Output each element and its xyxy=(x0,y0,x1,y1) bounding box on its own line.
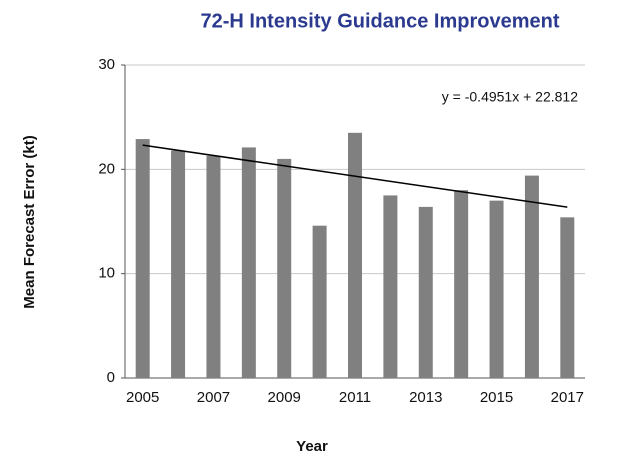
bar xyxy=(312,225,327,378)
bar xyxy=(383,195,398,378)
trendline-equation: y = -0.4951x + 22.812 xyxy=(442,89,578,105)
y-axis-label: Mean Forecast Error (kt) xyxy=(21,135,38,308)
x-tick-label: 2013 xyxy=(409,389,442,406)
bar xyxy=(524,175,539,378)
bar xyxy=(171,150,186,378)
x-tick-label: 2011 xyxy=(339,389,371,406)
x-tick-label: 2015 xyxy=(480,389,513,406)
x-tick-label: 2007 xyxy=(197,389,230,406)
chart-title: 72-H Intensity Guidance Improvement xyxy=(201,10,560,32)
bar xyxy=(277,158,292,378)
x-axis-label: Year xyxy=(296,438,328,455)
x-tick-label: 2009 xyxy=(268,389,301,406)
bar xyxy=(418,206,433,378)
y-tick-label: 30 xyxy=(98,56,115,73)
trendline xyxy=(142,144,568,208)
bar xyxy=(206,155,221,378)
bar xyxy=(560,217,575,378)
bar xyxy=(348,132,362,378)
x-tick-label: 2005 xyxy=(126,389,159,406)
x-tick-label: 2017 xyxy=(551,389,584,406)
bar xyxy=(135,139,150,378)
y-tick-label: 0 xyxy=(107,369,115,386)
bar xyxy=(241,147,256,378)
bar xyxy=(489,200,504,378)
bar xyxy=(454,190,469,378)
y-tick-label: 10 xyxy=(98,265,115,282)
y-tick-label: 20 xyxy=(98,160,115,177)
